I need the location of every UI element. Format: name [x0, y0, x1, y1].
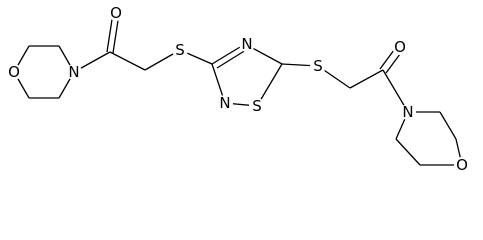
atom-label: N: [219, 94, 230, 112]
atom-label: N: [68, 63, 79, 81]
atom-label: S: [313, 57, 323, 75]
atom-labels: O N O S N N S S O N O: [6, 4, 470, 174]
molecule-diagram: O N O S N N S S O N O: [6, 4, 470, 174]
atom-label: O: [110, 4, 122, 22]
atom-label: N: [402, 103, 413, 121]
atom-label: S: [252, 97, 262, 115]
atom-label: N: [241, 35, 252, 53]
atom-label: O: [8, 63, 20, 81]
atom-label: O: [456, 156, 468, 174]
atom-label: O: [394, 38, 406, 56]
atom-label: S: [175, 41, 185, 59]
bonds: [13, 12, 463, 166]
